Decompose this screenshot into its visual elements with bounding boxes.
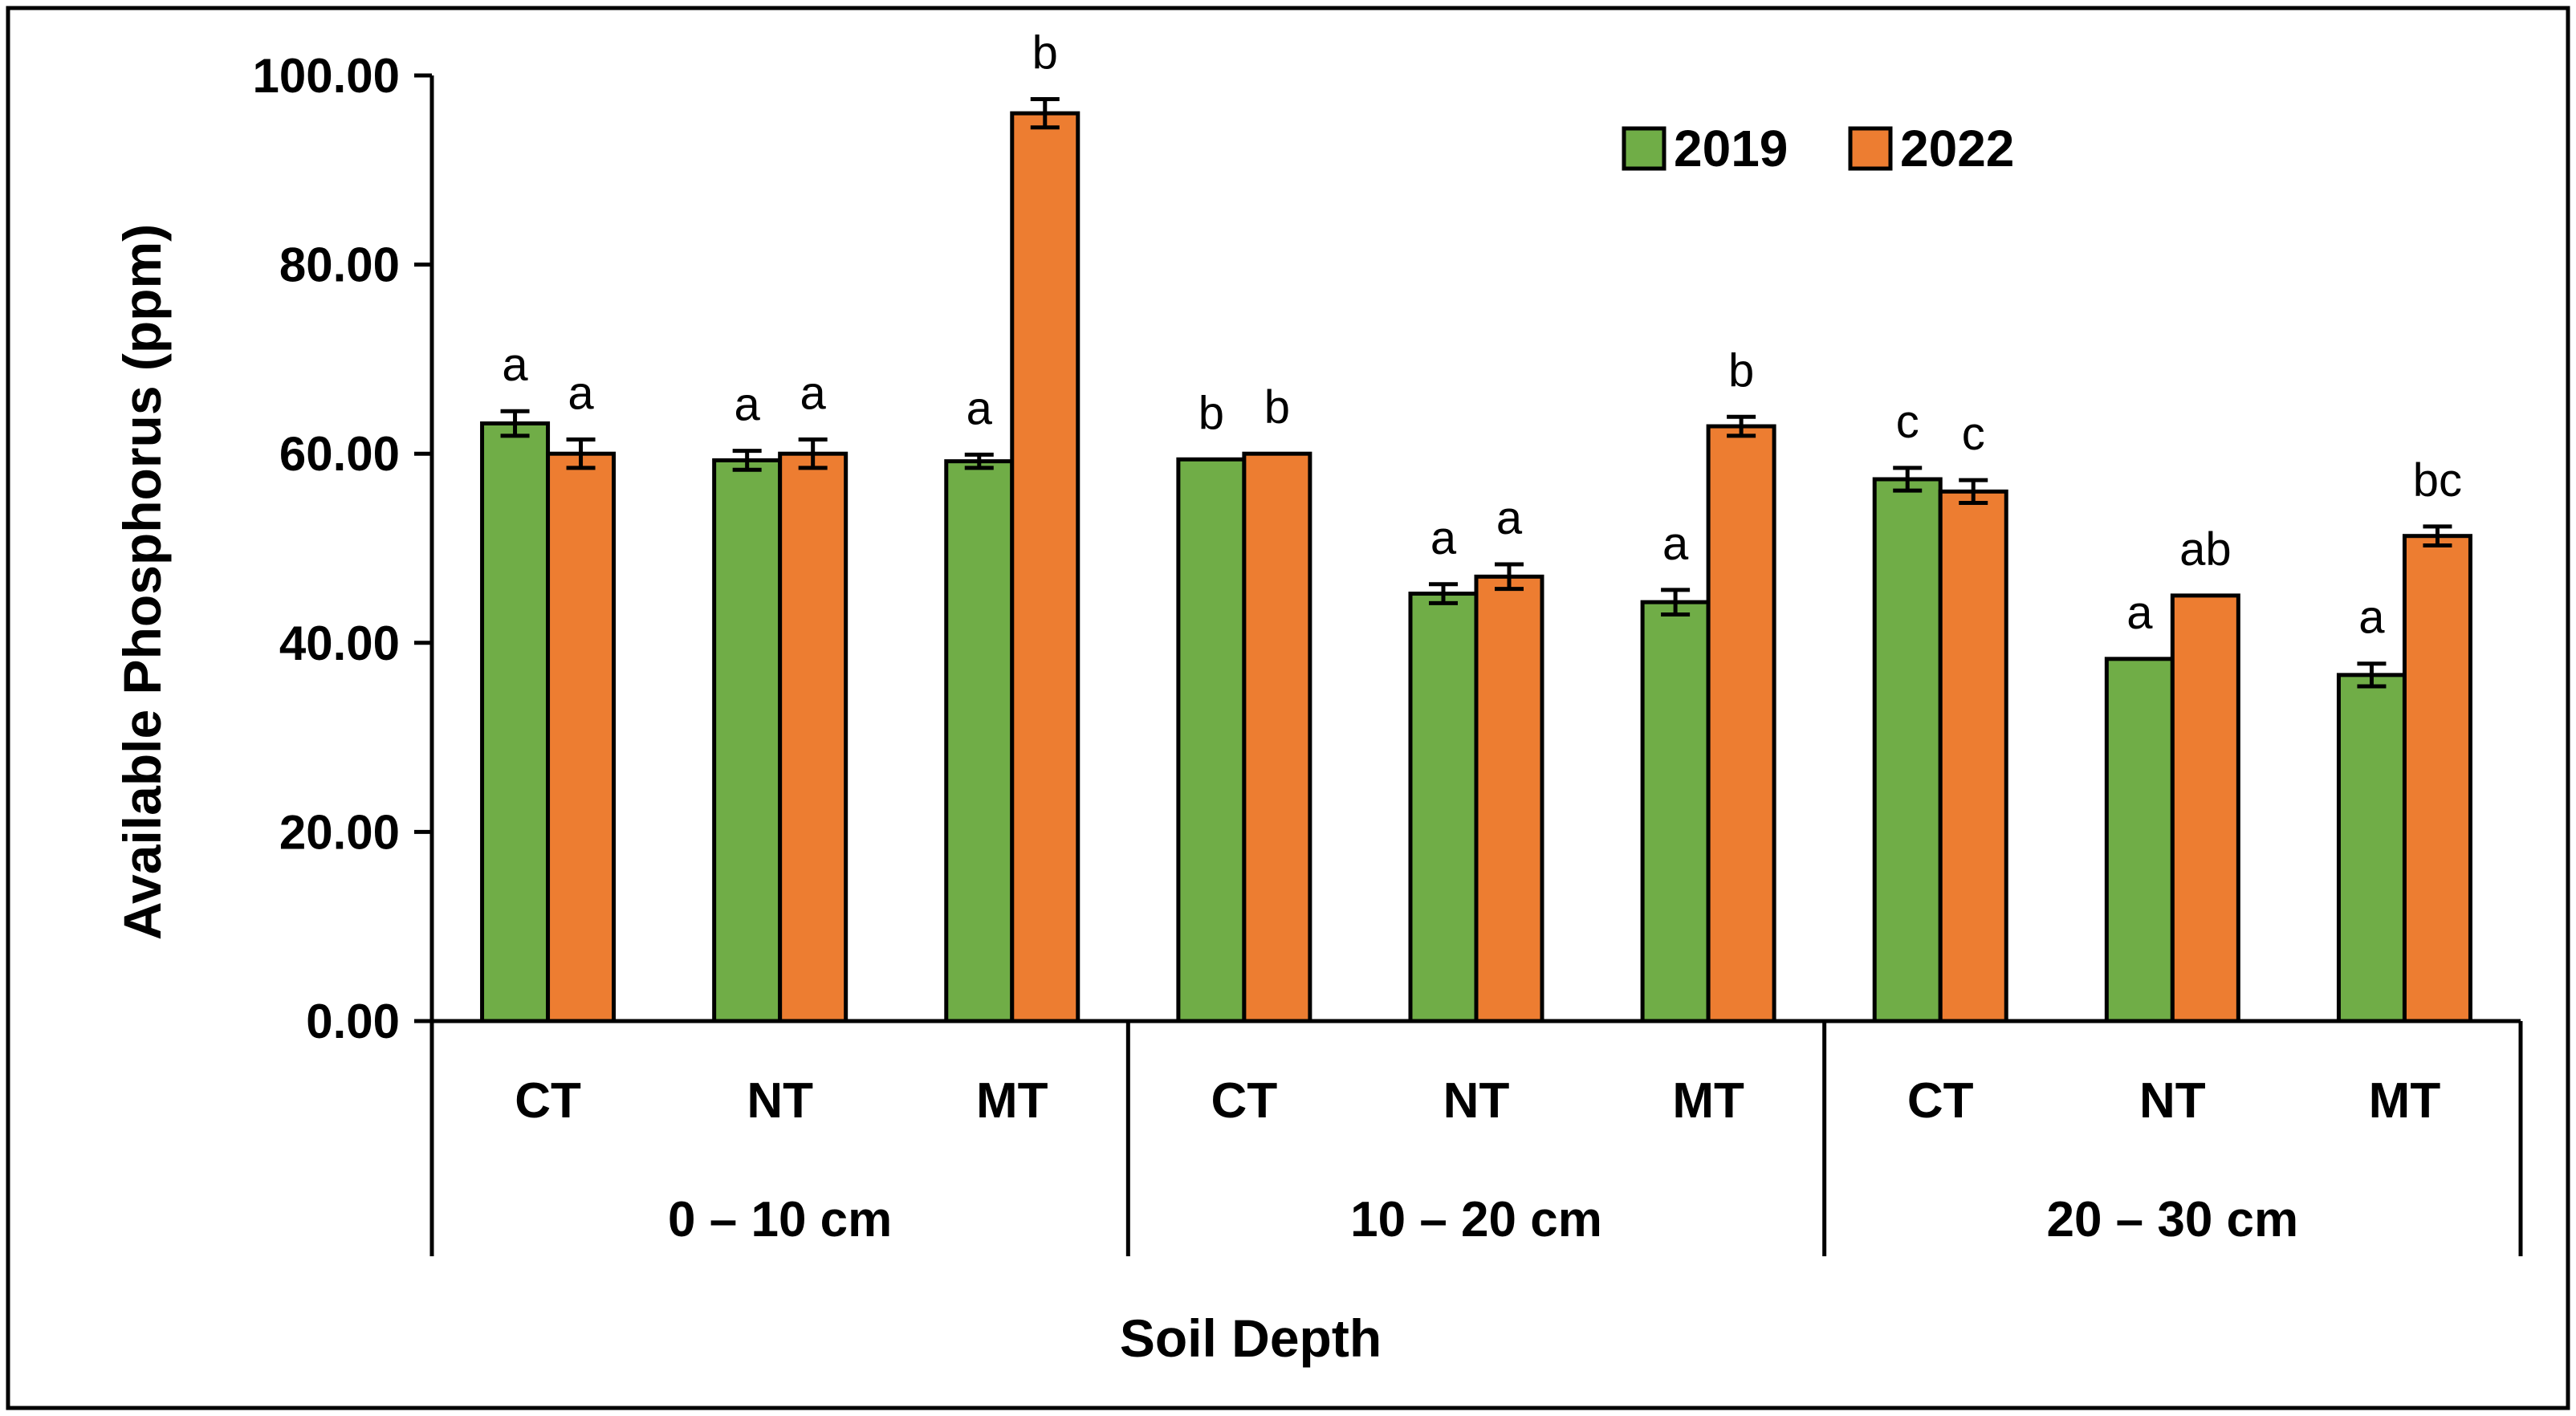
bar-2022 <box>1938 489 2008 1023</box>
significance-letter: a <box>568 368 594 420</box>
bar-2019 <box>1640 600 1711 1023</box>
significance-letter: a <box>735 379 761 431</box>
bar-2022 <box>1010 111 1080 1023</box>
significance-letter: c <box>1962 408 1985 460</box>
group-labels: 0 – 10 cm 10 – 20 cm 20 – 30 cm <box>668 1192 2298 1247</box>
bar-2022 <box>1706 424 1776 1023</box>
bar-2019 <box>1872 477 1943 1023</box>
category-label: MT <box>976 1073 1048 1129</box>
y-tick-label: 60.00 <box>279 427 400 481</box>
significance-letter: a <box>967 382 993 434</box>
significance-letter: a <box>1430 512 1457 564</box>
bar-2019 <box>480 421 551 1023</box>
y-axis-title: Available Phosphorus (ppm) <box>112 224 172 940</box>
legend-swatch-2019 <box>1622 126 1666 171</box>
significance-letter: b <box>1264 381 1290 433</box>
y-axis-ticks: 0.00 20.00 40.00 60.00 80.00 100.00 <box>252 49 432 1048</box>
error-bars <box>500 96 2452 689</box>
bar-2022 <box>1242 451 1312 1023</box>
significance-letter: bc <box>2413 454 2462 507</box>
category-labels: CT NT MT CT NT MT CT NT MT <box>515 1073 2440 1129</box>
category-label: NT <box>747 1073 813 1129</box>
bar-2022 <box>2170 593 2240 1023</box>
y-tick-label: 0.00 <box>306 995 400 1048</box>
bar-2019 <box>2336 673 2407 1023</box>
significance-letter: a <box>1496 492 1523 544</box>
bar-2019 <box>2104 657 2175 1023</box>
category-label: CT <box>1211 1073 1278 1129</box>
category-label: MT <box>1672 1073 1744 1129</box>
category-label: MT <box>2369 1073 2441 1129</box>
category-label: CT <box>1907 1073 1974 1129</box>
significance-letter: a <box>800 368 827 420</box>
significance-letter: c <box>1896 396 1919 448</box>
bar-2019 <box>712 458 783 1023</box>
y-tick-label: 80.00 <box>279 238 400 292</box>
significance-letter: a <box>2126 587 2153 639</box>
significance-letter: b <box>1032 26 1058 79</box>
group-label: 10 – 20 cm <box>1350 1192 1602 1247</box>
significance-letter: b <box>1728 344 1754 397</box>
significance-letter: b <box>1198 387 1224 439</box>
y-tick-label: 20.00 <box>279 805 400 859</box>
bar-2019 <box>1176 457 1247 1023</box>
legend: 2019 2022 <box>1622 120 2014 177</box>
significance-letter: ab <box>2179 523 2232 576</box>
significance-letter: a <box>2358 592 2385 644</box>
significance-letter: a <box>1662 518 1689 570</box>
bar-2019 <box>944 459 1015 1023</box>
category-label: NT <box>2139 1073 2206 1129</box>
axes <box>429 75 2523 1256</box>
bar-2022 <box>2402 534 2472 1023</box>
legend-label-2019: 2019 <box>1674 120 1788 177</box>
significance-letter: a <box>502 339 528 391</box>
bars <box>480 111 2472 1023</box>
bar-2022 <box>1474 574 1544 1023</box>
bar-2019 <box>1408 592 1479 1023</box>
category-label: NT <box>1443 1073 1510 1129</box>
y-tick-label: 100.00 <box>252 49 400 103</box>
x-axis-title: Soil Depth <box>1120 1308 1382 1368</box>
bar-2022 <box>778 451 848 1023</box>
group-label: 0 – 10 cm <box>668 1192 892 1247</box>
bar-2022 <box>546 451 617 1023</box>
y-tick-label: 40.00 <box>279 616 400 670</box>
legend-swatch-2022 <box>1848 126 1893 171</box>
legend-label-2022: 2022 <box>1900 120 2014 177</box>
category-label: CT <box>515 1073 581 1129</box>
group-label: 20 – 30 cm <box>2046 1192 2298 1247</box>
